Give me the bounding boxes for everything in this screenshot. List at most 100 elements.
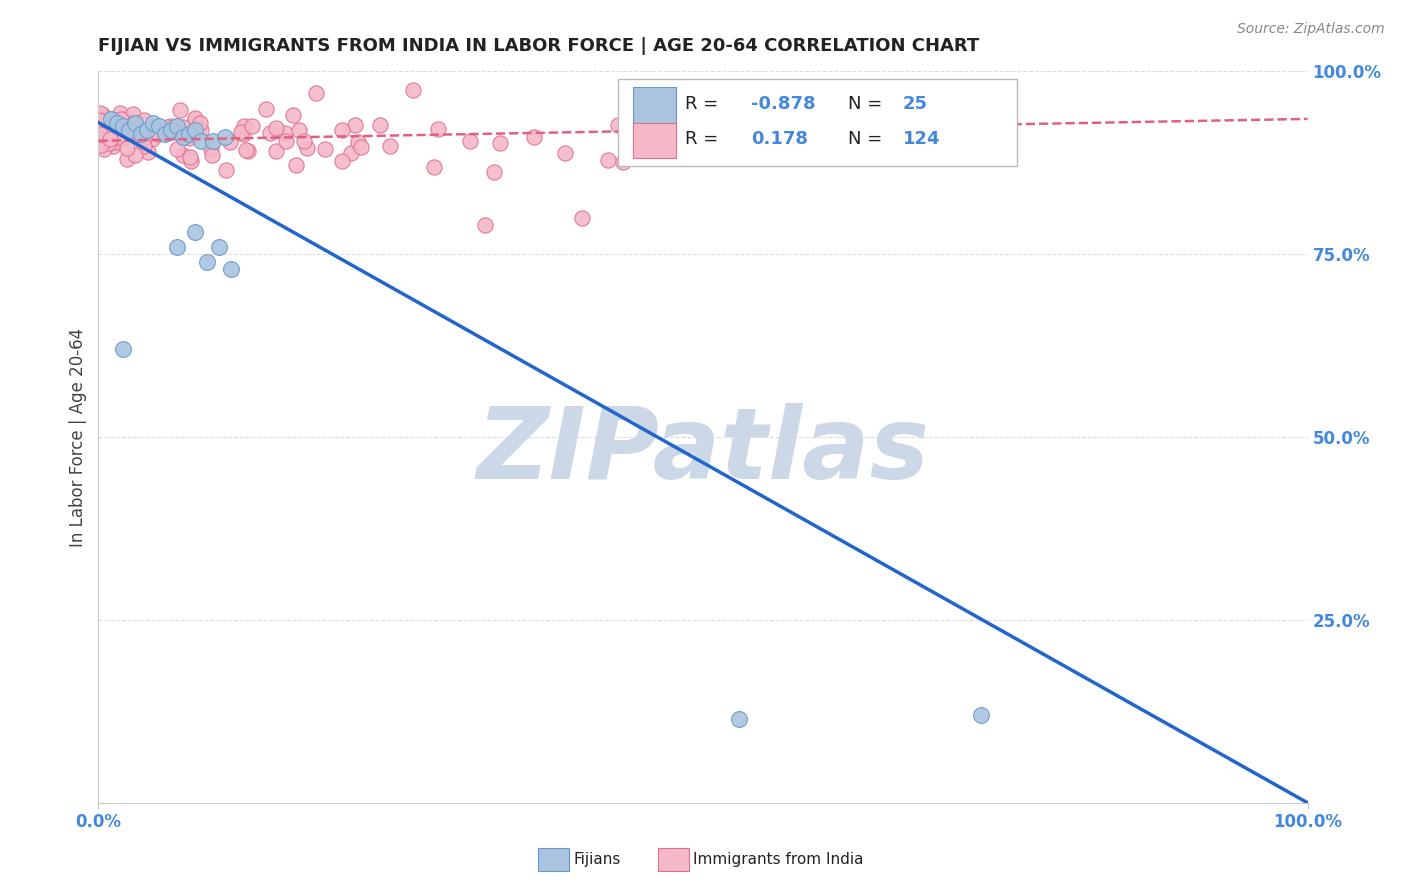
FancyBboxPatch shape: [633, 122, 676, 158]
Point: [90, 138, 112, 153]
Point: [93, 127, 115, 141]
Point: [180, 153, 202, 168]
Point: [482, 165, 505, 179]
Point: [233, 119, 256, 133]
Point: [108, 128, 131, 143]
Point: [89, 105, 111, 120]
Point: [184, 127, 207, 141]
Point: [240, 119, 263, 133]
Point: [141, 132, 163, 146]
Point: [179, 149, 201, 163]
Point: [274, 126, 297, 140]
Point: [121, 118, 143, 132]
Point: [97, 123, 120, 137]
Point: [124, 116, 146, 130]
Point: [91, 108, 114, 122]
Text: Fijians: Fijians: [574, 853, 621, 867]
Point: [105, 115, 128, 129]
Point: [344, 118, 367, 132]
Point: [155, 120, 177, 134]
Point: [115, 123, 138, 137]
Point: [115, 152, 138, 166]
Point: [111, 119, 134, 133]
Point: [188, 116, 211, 130]
Point: [305, 87, 328, 101]
Point: [172, 120, 194, 134]
Text: R =: R =: [685, 95, 718, 112]
Point: [219, 135, 242, 149]
Point: [184, 112, 207, 127]
Point: [110, 112, 132, 127]
Text: N =: N =: [848, 129, 883, 148]
Point: [101, 139, 124, 153]
Point: [190, 123, 212, 137]
Point: [166, 142, 188, 156]
Point: [229, 125, 252, 139]
Point: [195, 254, 218, 268]
Point: [221, 261, 243, 276]
Point: [124, 148, 146, 162]
Point: [134, 130, 156, 145]
FancyBboxPatch shape: [633, 87, 676, 122]
Point: [110, 125, 132, 139]
Point: [98, 131, 121, 145]
Point: [93, 119, 115, 133]
Point: [156, 124, 179, 138]
Point: [200, 142, 222, 156]
Point: [160, 120, 183, 134]
Point: [460, 134, 482, 148]
Point: [232, 127, 254, 141]
Point: [115, 130, 138, 145]
Point: [292, 134, 315, 148]
Point: [169, 126, 191, 140]
Point: [170, 127, 193, 141]
Point: [728, 712, 751, 726]
Point: [111, 343, 134, 357]
Point: [523, 130, 546, 145]
Point: [120, 117, 142, 131]
Point: [172, 130, 194, 145]
FancyBboxPatch shape: [619, 78, 1018, 167]
Text: ZIPatlas: ZIPatlas: [477, 403, 929, 500]
Point: [91, 132, 114, 146]
Point: [236, 144, 259, 158]
Text: R =: R =: [685, 129, 718, 148]
Point: [98, 125, 121, 139]
Point: [474, 218, 496, 232]
Point: [94, 119, 117, 133]
Point: [184, 111, 207, 125]
Point: [259, 127, 281, 141]
Point: [98, 128, 121, 142]
Point: [142, 115, 165, 129]
Point: [184, 225, 207, 239]
Point: [101, 112, 124, 126]
Point: [281, 107, 304, 121]
Point: [214, 130, 236, 145]
Point: [89, 120, 111, 134]
Point: [489, 136, 512, 151]
Point: [148, 119, 170, 133]
Point: [87, 112, 110, 126]
Point: [115, 114, 138, 128]
Point: [89, 127, 111, 141]
Point: [208, 240, 231, 254]
Point: [254, 103, 277, 117]
Point: [285, 158, 308, 172]
Point: [346, 135, 368, 149]
Point: [179, 127, 201, 141]
Point: [148, 127, 170, 141]
Point: [90, 119, 112, 133]
Point: [134, 113, 156, 128]
Point: [617, 131, 640, 145]
Point: [104, 135, 127, 149]
Point: [93, 142, 115, 156]
Point: [104, 128, 127, 143]
Point: [166, 119, 188, 133]
Text: Source: ZipAtlas.com: Source: ZipAtlas.com: [1237, 22, 1385, 37]
Point: [596, 153, 619, 167]
Point: [184, 123, 207, 137]
Point: [402, 83, 425, 97]
Point: [122, 106, 145, 120]
Point: [93, 113, 115, 128]
Point: [631, 128, 654, 143]
